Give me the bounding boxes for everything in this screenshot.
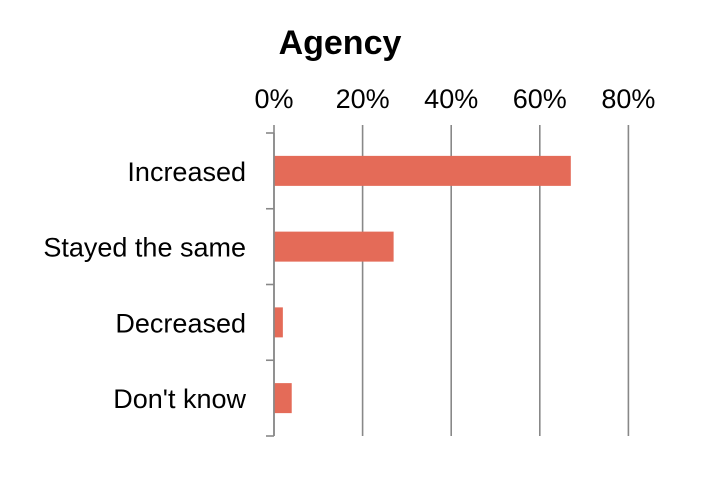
- bar: [274, 383, 292, 414]
- labels: 0% 20% 40% 60% 80% Increased Stayed the same De…: [43, 84, 655, 414]
- category-label: Decreased: [115, 308, 246, 338]
- category-label: Don't know: [113, 384, 246, 414]
- x-tick-label: 80%: [601, 84, 655, 114]
- chart-title: Agency: [279, 24, 402, 62]
- x-tick-label: 0%: [254, 84, 293, 114]
- category-label: Stayed the same: [43, 233, 246, 263]
- axes: [266, 132, 275, 437]
- bars: [274, 155, 571, 414]
- x-tick-label: 60%: [513, 84, 567, 114]
- bar: [274, 307, 283, 338]
- bar: [274, 231, 394, 262]
- bar: [274, 155, 571, 186]
- x-tick-label: 20%: [336, 84, 390, 114]
- category-label: Increased: [127, 157, 246, 187]
- x-tick-label: 40%: [424, 84, 478, 114]
